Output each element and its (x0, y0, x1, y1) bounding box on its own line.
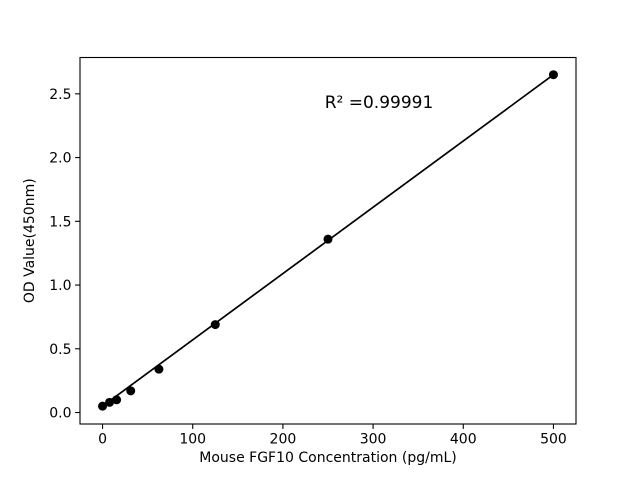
data-point (126, 386, 136, 396)
data-point (210, 320, 220, 330)
data-point (154, 364, 164, 374)
x-tick-label: 200 (270, 432, 297, 448)
r-squared-annotation: R² =0.99991 (325, 93, 434, 113)
data-point (98, 401, 108, 411)
x-axis-label: Mouse FGF10 Concentration (pg/mL) (199, 450, 456, 466)
data-point (548, 70, 558, 80)
y-tick-label: 1.0 (49, 278, 71, 294)
y-tick-label: 0.5 (49, 342, 71, 358)
y-tick-label: 1.5 (49, 214, 71, 230)
x-tick-label: 300 (360, 432, 387, 448)
x-tick-label: 100 (179, 432, 206, 448)
y-axis-label: OD Value(450nm) (22, 178, 38, 303)
data-point (323, 234, 333, 244)
data-point (112, 395, 122, 405)
y-tick-label: 0.0 (49, 406, 71, 422)
y-tick-label: 2.5 (49, 87, 71, 103)
x-tick-label: 0 (98, 432, 107, 448)
y-tick-label: 2.0 (49, 151, 71, 167)
axes-frame (79, 56, 577, 425)
x-tick-label: 500 (540, 432, 567, 448)
x-tick-label: 400 (450, 432, 477, 448)
data-point (105, 397, 115, 407)
plot-area: 0 100 200 300 400 500 0.0 0.5 1.0 1.5 2.0 2.5 (49, 56, 577, 448)
